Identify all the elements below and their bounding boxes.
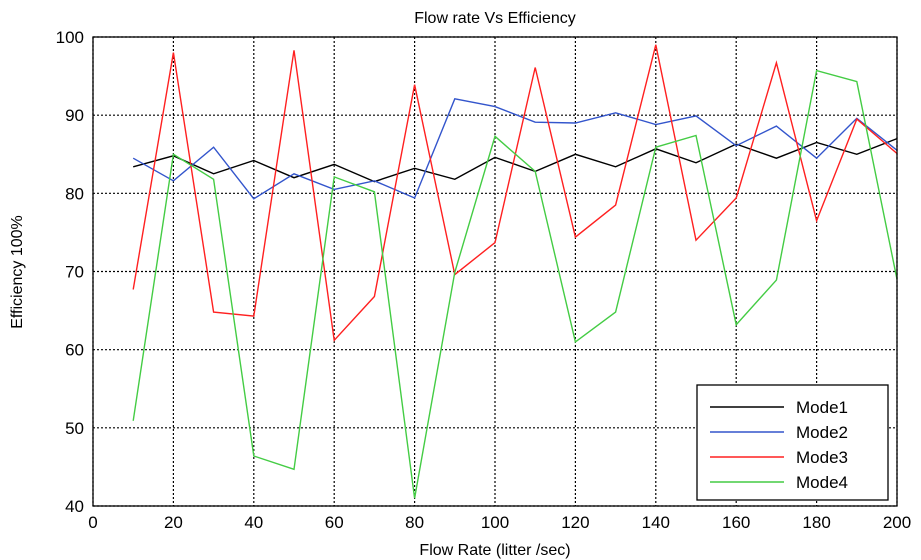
legend-label-mode3: Mode3 [796, 448, 848, 467]
x-tick-label: 180 [802, 513, 830, 532]
x-tick-label: 160 [722, 513, 750, 532]
y-tick-label: 70 [65, 263, 84, 282]
x-tick-label: 100 [481, 513, 509, 532]
y-tick-label: 50 [65, 419, 84, 438]
chart-title: Flow rate Vs Efficiency [414, 10, 576, 27]
legend-label-mode1: Mode1 [796, 398, 848, 417]
series-group [132, 44, 898, 499]
series-line-mode4 [132, 69, 898, 499]
x-tick-label: 40 [244, 513, 263, 532]
x-tick-label: 200 [883, 513, 911, 532]
series-line-mode3 [132, 44, 898, 342]
x-axis-label: Flow Rate (litter /sec) [419, 542, 570, 559]
y-tick-label: 90 [65, 106, 84, 125]
legend-box [696, 384, 889, 501]
x-tick-label: 80 [405, 513, 424, 532]
y-tick-label: 40 [65, 497, 84, 516]
y-axis-label: Efficiency 100% [9, 215, 26, 329]
x-tick-label: 60 [325, 513, 344, 532]
y-tick-label: 60 [65, 341, 84, 360]
ticks: 0 20 40 60 80 100 120 140 160 180 200 40 50 60 70 80 90 1… [56, 28, 912, 532]
series-line-mode2 [132, 98, 898, 200]
x-tick-label: 120 [561, 513, 589, 532]
plot-frame [92, 36, 898, 507]
series-line-mode1 [133, 137, 898, 183]
x-tick-label: 140 [642, 513, 670, 532]
y-tick-label: 100 [56, 28, 84, 47]
legend-label-mode2: Mode2 [796, 423, 848, 442]
x-tick-label: 0 [88, 513, 97, 532]
legend: Mode1 Mode2 Mode3 Mode4 [696, 384, 889, 501]
x-tick-label: 20 [164, 513, 183, 532]
legend-label-mode4: Mode4 [796, 473, 848, 492]
y-tick-label: 80 [65, 184, 84, 203]
